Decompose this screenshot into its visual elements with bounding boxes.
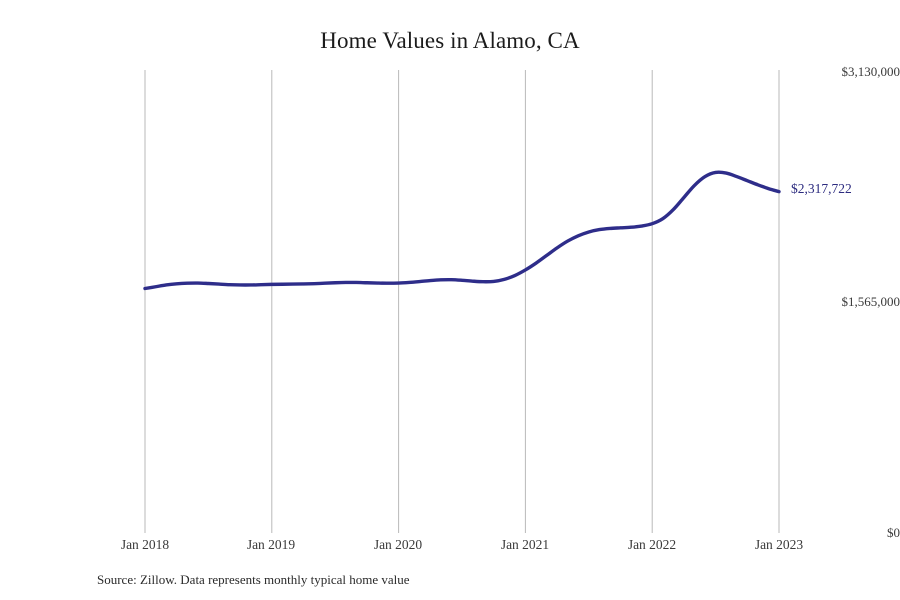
y-axis-tick-mid: $1,565,000	[841, 294, 900, 309]
y-axis-tick-top: $3,130,000	[841, 64, 900, 79]
x-axis-tick-jan-2018: Jan 2018	[120, 537, 170, 552]
x-axis-tick-jan-2019: Jan 2019	[246, 537, 296, 552]
x-axis-tick-jan-2022: Jan 2022	[627, 537, 677, 552]
y-axis-tick-zero: $0	[887, 525, 900, 540]
source-note: Source: Zillow. Data represents monthly …	[97, 572, 410, 587]
gridlines	[144, 70, 780, 533]
line-series-typical-home-value	[143, 170, 781, 291]
x-axis-tick-jan-2020: Jan 2020	[373, 537, 423, 552]
x-axis-tick-jan-2023: Jan 2023	[754, 537, 804, 552]
end-value-annotation: $2,317,722	[791, 180, 852, 196]
x-axis-tick-jan-2021: Jan 2021	[500, 537, 550, 552]
page-title: Home Values in Alamo, CA	[320, 28, 580, 53]
